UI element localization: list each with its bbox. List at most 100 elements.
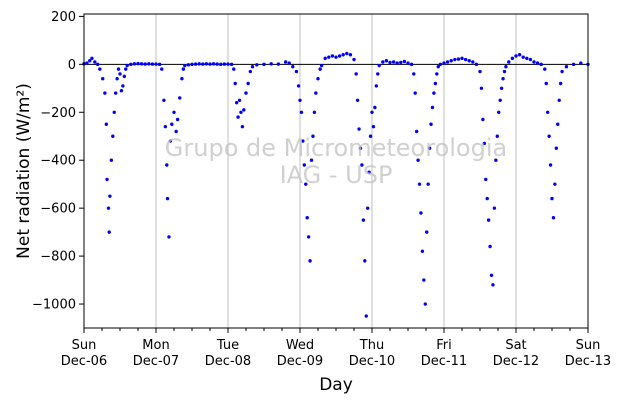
data-point [190,62,194,67]
data-point [334,55,338,59]
data-point [427,146,432,150]
data-point [136,61,140,66]
data-point [314,91,318,95]
data-point [514,54,518,58]
data-point [291,65,295,69]
y-axis-label: Net radiation (W/m²) [14,83,34,259]
data-point [481,117,485,122]
data-point [368,134,373,138]
x-tick-date-label: Dec-09 [277,354,323,369]
data-point [433,81,438,86]
data-point [232,67,236,71]
data-point [348,53,353,57]
data-point [416,158,420,162]
data-point [547,134,551,138]
x-tick-date-label: Dec-06 [61,354,107,369]
data-point [432,91,436,95]
data-point [276,62,281,66]
data-point [122,74,127,79]
data-point [460,56,464,61]
data-point [374,84,379,88]
data-point [544,81,548,86]
data-point [269,62,273,66]
data-point [414,129,419,134]
data-point [484,177,488,182]
x-tick-day-label: Mon [142,338,169,353]
data-point [507,60,511,64]
data-point [361,218,366,222]
data-point [302,163,307,167]
data-point [352,57,356,62]
data-point [306,235,311,239]
data-point [399,60,403,65]
data-point [170,122,174,126]
data-points [82,51,590,318]
data-point [371,124,376,129]
data-point [499,86,504,91]
data-point [449,59,453,63]
data-point [560,69,564,74]
data-point [463,57,468,62]
data-point [445,60,450,64]
data-point [240,124,245,129]
x-tick-day-label: Sat [505,338,526,353]
data-point [354,72,358,76]
x-axis-label: Day [319,375,353,395]
data-point [312,110,317,114]
data-point [517,53,522,57]
data-point [319,63,324,68]
data-point [488,244,492,249]
data-point [118,72,122,76]
data-point [429,122,433,126]
data-point [474,62,479,67]
data-point [172,110,176,114]
data-point [109,158,114,162]
data-point [419,211,423,215]
data-point [116,67,121,71]
data-point [479,86,484,91]
y-tick-label: −1000 [32,298,76,313]
data-point [438,62,443,67]
data-point [545,110,550,114]
data-point [201,62,205,66]
data-point [204,62,209,66]
data-point [305,216,309,220]
x-tick-date-label: Dec-11 [421,354,467,369]
data-point [373,105,377,110]
x-tick-date-label: Dec-10 [349,354,395,369]
data-point [388,60,392,65]
data-point [165,196,170,201]
data-point [341,53,345,57]
data-point [478,69,482,74]
data-point [456,57,461,61]
data-point [101,77,105,81]
x-tick-date-label: Dec-12 [493,354,539,369]
data-point [103,91,107,95]
data-point [355,98,360,102]
data-point [364,314,368,318]
data-point [510,56,515,61]
data-point [168,139,173,143]
watermark-line-1: Grupo de Micrometeorologia [165,134,507,162]
data-point [528,57,533,62]
data-point [436,65,440,69]
data-point [246,81,250,86]
data-point [112,110,116,114]
data-point [492,206,497,210]
data-point [365,206,370,210]
data-point [327,55,331,59]
data-point [105,177,109,182]
data-point [453,57,457,62]
data-point [482,141,487,146]
data-point [174,129,178,134]
x-tick-day-label: Fri [436,338,452,353]
data-point [489,273,494,277]
data-point [323,56,327,61]
data-point [111,134,115,138]
watermark-line-2: IAG - USP [280,161,393,189]
data-point [406,61,410,65]
data-point [175,117,180,122]
data-point [422,278,426,282]
data-point [85,61,89,65]
